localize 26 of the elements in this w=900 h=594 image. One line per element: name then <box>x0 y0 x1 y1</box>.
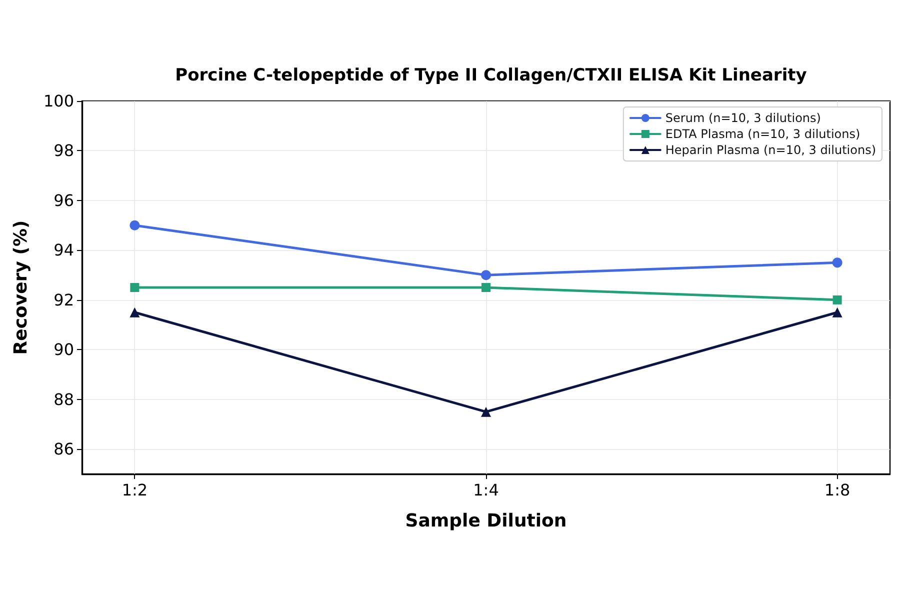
point <box>832 307 842 318</box>
point <box>130 220 140 230</box>
point <box>130 307 140 318</box>
y-axis-title: Recovery (%) <box>10 220 32 355</box>
y-tick-label: 96 <box>54 190 74 210</box>
point <box>481 270 491 280</box>
y-tick-label: 94 <box>54 240 74 260</box>
y-tick-label: 92 <box>54 290 74 310</box>
y-tick-label: 86 <box>54 440 74 459</box>
point <box>832 258 842 268</box>
x-tick-label: 1:2 <box>122 480 148 500</box>
legend-label: Heparin Plasma (n=10, 3 dilutions) <box>665 143 876 157</box>
x-tick-label: 1:8 <box>824 480 850 500</box>
legend-label: EDTA Plasma (n=10, 3 dilutions) <box>665 127 860 141</box>
point <box>481 406 491 417</box>
point <box>130 283 140 292</box>
x-axis-title: Sample Dilution <box>405 510 567 532</box>
y-tick-label: 88 <box>54 390 74 409</box>
point <box>832 295 842 304</box>
y-tick-label: 90 <box>54 340 74 360</box>
legend-label: Serum (n=10, 3 dilutions) <box>665 111 821 125</box>
y-tick-label: 98 <box>54 141 74 160</box>
point <box>482 283 490 292</box>
chart-title: Porcine C-telopeptide of Type II Collagen/CTXII ELISA Kit Linearity <box>175 66 807 86</box>
x-tick-label: 1:4 <box>473 480 499 500</box>
y-tick-label: 100 <box>43 92 74 110</box>
